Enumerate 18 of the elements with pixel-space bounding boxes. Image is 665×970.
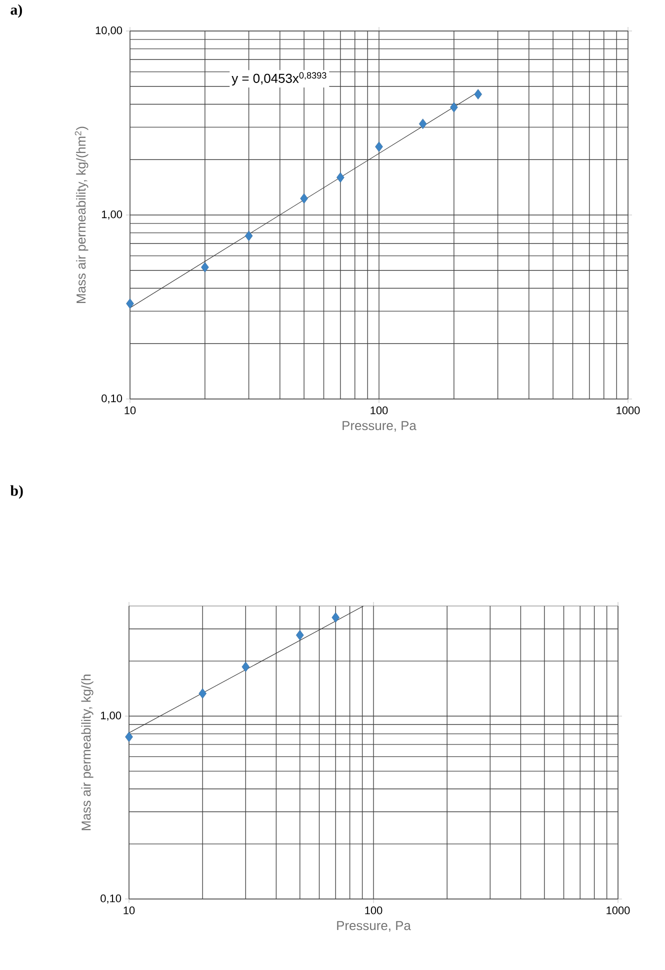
x-tick-label: 10 [124,906,135,914]
y-axis-title: Mass air permeability, kg/(hm$^{2}$) [74,126,88,303]
x-axis-title: Pressure, Pa [337,921,411,932]
y-tick-label: 0,10 [100,894,122,904]
x-axis-title: Pressure, Pa [342,421,416,432]
y-tick-label: 1,00 [101,712,122,721]
x-tick-label: 100 [365,906,382,914]
x-tick-label: 100 [370,406,388,414]
y-axis-title: Mass air permeability, kg/(h [81,674,94,830]
chart-title: a) [10,4,22,18]
x-tick-label: 1000 [616,406,640,414]
y-tick-label: 0,10 [102,394,122,404]
y-tick-label: 10,00 [96,26,122,36]
annotation: y = 0,0453x$^{0,8393}$ [232,72,326,86]
chart-title: b) [10,485,23,499]
x-tick-label: 10 [124,406,136,414]
x-tick-label: 1000 [606,906,630,914]
y-tick-label: 1,00 [102,210,122,220]
